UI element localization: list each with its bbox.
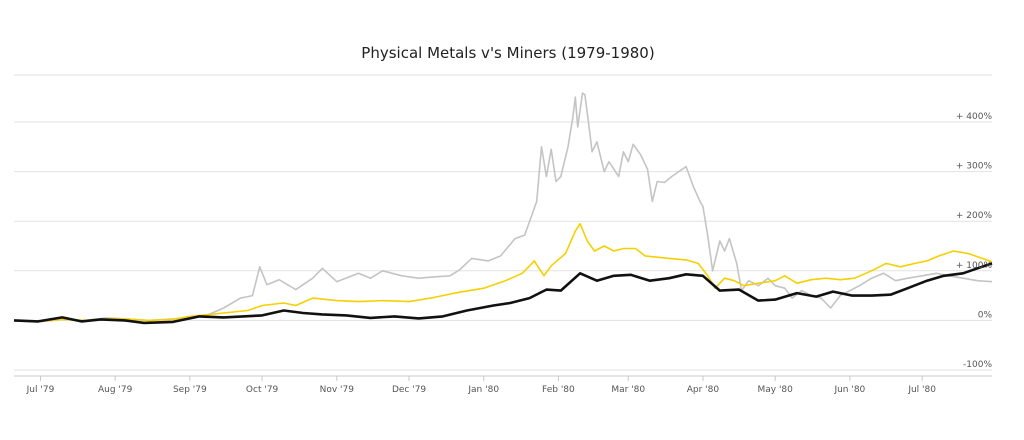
- x-tick-label: Aug '79: [98, 385, 133, 395]
- x-tick-label: Jul '79: [26, 385, 55, 395]
- series-line-1: [13, 92, 993, 323]
- x-tick-label: Nov '79: [320, 385, 355, 395]
- y-tick-label: + 400%: [956, 112, 993, 122]
- x-tick-label: Jun '80: [833, 385, 865, 395]
- x-tick-label: Oct '79: [246, 385, 279, 395]
- x-tick-label: Jan '80: [467, 385, 499, 395]
- x-tick-label: Dec '79: [392, 385, 426, 395]
- y-tick-label: + 100%: [956, 261, 993, 271]
- x-tick-label: Feb '80: [542, 385, 575, 395]
- x-axis-ticks: Jul '79 Aug '79 Sep '79 Oct '79 Nov '79 Dec '…: [26, 376, 936, 395]
- x-tick-label: Jul '80: [907, 385, 936, 395]
- y-tick-label: + 200%: [956, 211, 993, 221]
- y-tick-label: -100%: [963, 360, 992, 370]
- series-line-2: [13, 222, 993, 323]
- chart-title: Physical Metals v's Miners (1979-1980): [361, 44, 654, 62]
- gridlines: [14, 74, 992, 377]
- y-tick-label: + 300%: [956, 162, 993, 172]
- x-tick-label: Sep '79: [173, 385, 207, 395]
- x-tick-label: Mar '80: [611, 385, 645, 395]
- series-lines: [13, 92, 993, 325]
- y-tick-label: 0%: [978, 310, 993, 320]
- x-tick-label: Apr '80: [687, 385, 720, 395]
- x-tick-label: May '80: [757, 385, 793, 395]
- series-line-3: [13, 262, 993, 325]
- y-axis-ticks: + 400% + 300% + 200% + 100% 0% -100%: [956, 112, 993, 370]
